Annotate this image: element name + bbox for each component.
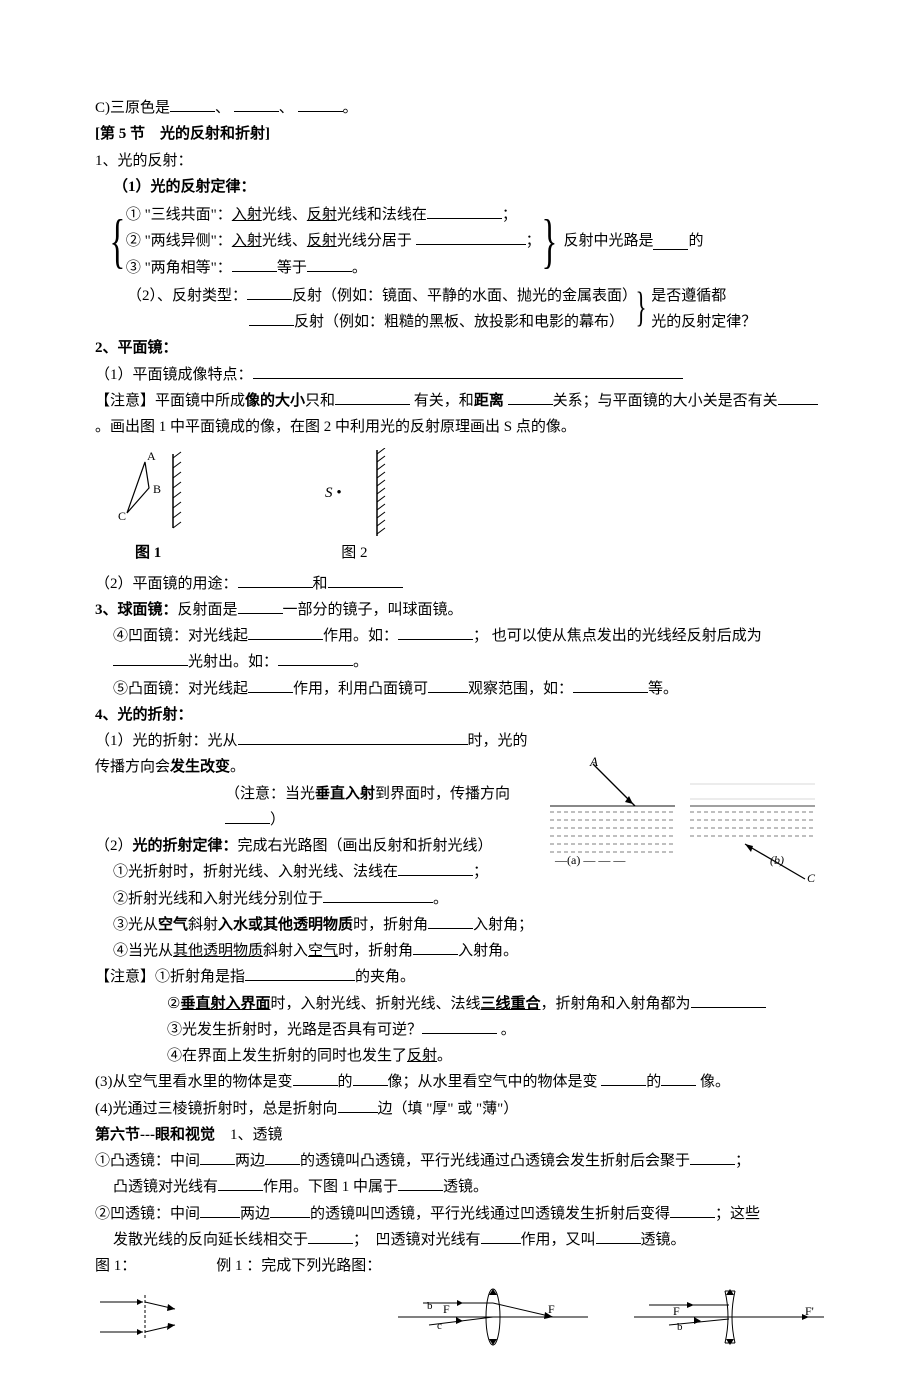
- svg-text:—(a) — — —: —(a) — — —: [554, 853, 626, 867]
- mirror-figures: A B C S •: [115, 448, 825, 538]
- svg-text:C: C: [807, 871, 816, 884]
- fig1-label: 图 1: [135, 540, 161, 566]
- svg-text:F: F: [443, 1302, 450, 1316]
- svg-text:B: B: [153, 482, 161, 496]
- svg-text:b: b: [427, 1300, 433, 1312]
- ex1-label: 例 1 ：完成下列光路图：: [216, 1258, 381, 1274]
- section5-title: [第 5 节 光的反射和折射]: [95, 121, 825, 147]
- s5-3-title: 3、球面镜：: [95, 602, 178, 618]
- convex-lens-svg: F b c F: [393, 1285, 589, 1349]
- fig2-label: 图 2: [341, 540, 367, 566]
- section6-title: 第六节---眼和视觉: [95, 1127, 215, 1143]
- svg-text:b: b: [677, 1321, 683, 1333]
- intro-line: C)三原色是、 、 。: [95, 95, 825, 121]
- left-brace-icon: {: [109, 202, 125, 281]
- svg-text:A: A: [147, 449, 156, 463]
- fig1-label-bottom: 图 1：: [95, 1258, 136, 1274]
- s5-1-title: 1、光的反射：: [95, 148, 825, 174]
- bracket-right-label: 反射中光路是的: [557, 202, 703, 281]
- s5-4-title: 4、光的折射：: [95, 702, 825, 728]
- point-s-label: S •: [325, 480, 342, 506]
- svg-text:(b): (b): [770, 853, 784, 867]
- lens-fig1-svg: [95, 1287, 183, 1347]
- concave-lens-svg: F b F': [629, 1285, 825, 1349]
- svg-text:F: F: [673, 1304, 680, 1318]
- svg-text:C: C: [118, 509, 126, 523]
- reflection-type-bracket: （2）、反射类型：反射（例如：镜面、平静的水面、抛光的金属表面） 反射（例如：粗…: [109, 283, 825, 336]
- svg-text:c: c: [437, 1320, 442, 1332]
- refraction-figure: A —(a) — — — (b) C: [545, 754, 825, 884]
- svg-text:F: F: [548, 1302, 555, 1316]
- figure-2-svg: [372, 448, 392, 538]
- right-brace-icon: }: [636, 283, 647, 336]
- figure-1-svg: A B C: [115, 448, 205, 538]
- s5-1-1: （1）光的反射定律：: [113, 179, 256, 195]
- right-brace-icon: }: [541, 202, 557, 281]
- lens-figures: F b c F F b F': [95, 1285, 825, 1349]
- s5-2-title: 2、平面镜：: [95, 335, 825, 361]
- intro-text: C)三原色是: [95, 100, 170, 116]
- reflection-law-bracket: { ① "三线共面"：入射光线、反射光线和法线在； ② "两线异侧"：入射光线、…: [109, 202, 825, 281]
